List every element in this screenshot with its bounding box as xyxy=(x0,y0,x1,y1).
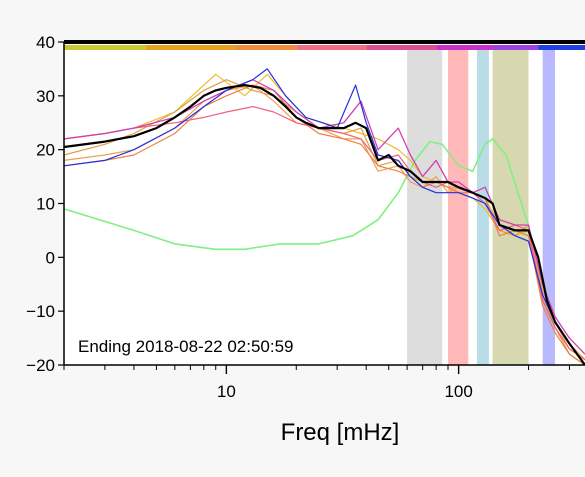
top-band-segment-1 xyxy=(145,45,236,50)
series-group xyxy=(63,68,585,366)
x-tick-label-0: 10 xyxy=(217,382,236,401)
series-line-8 xyxy=(63,84,585,366)
top-band-segment-4 xyxy=(366,45,437,50)
shaded-band-1 xyxy=(447,50,469,365)
top-band-segment-7 xyxy=(538,45,585,50)
plot-area xyxy=(64,42,585,365)
series-line-1 xyxy=(63,73,585,361)
x-tick-label-1: 100 xyxy=(444,382,472,401)
x-axis-label: Freq [mHz] xyxy=(281,419,400,446)
top-band-segment-6 xyxy=(492,45,539,50)
top-band-segment-3 xyxy=(296,45,367,50)
y-tick-label-6: −20 xyxy=(26,356,55,375)
series-line-4 xyxy=(63,84,585,366)
shaded-band-0 xyxy=(407,50,443,365)
y-tick-label-1: 30 xyxy=(36,87,55,106)
top-band-segment-5 xyxy=(436,45,493,50)
top-band-segment-2 xyxy=(235,45,297,50)
y-tick-label-0: 40 xyxy=(36,33,55,52)
series-line-7 xyxy=(63,68,585,366)
shaded-band-4 xyxy=(542,50,556,365)
y-tick-label-5: −10 xyxy=(26,302,55,321)
series-line-5 xyxy=(63,106,585,361)
ending-annotation: Ending 2018-08-22 02:50:59 xyxy=(78,337,294,356)
y-tick-label-3: 10 xyxy=(36,195,55,214)
y-tick-label-4: 0 xyxy=(46,248,55,267)
y-ticks: 40 30 20 10 0 −10 −20 xyxy=(26,33,64,375)
series-line-6 xyxy=(63,79,585,355)
top-band xyxy=(64,40,585,50)
y-tick-label-2: 20 xyxy=(36,141,55,160)
x-ticks: 10 100 xyxy=(63,365,570,401)
top-band-segment-0 xyxy=(64,45,146,50)
